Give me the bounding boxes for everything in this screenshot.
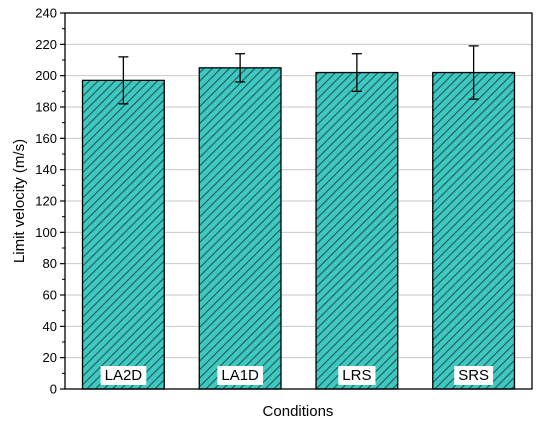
- bar-LRS: [315, 71, 399, 390]
- category-label-SRS: SRS: [454, 366, 494, 385]
- y-tick-label-40: 40: [43, 319, 57, 334]
- category-label-LRS: LRS: [338, 366, 376, 385]
- category-labels: LA2D LA1D LRS SRS: [100, 366, 494, 385]
- error-bars-group: [118, 45, 479, 105]
- y-tick-label-140: 140: [35, 162, 57, 177]
- y-tick-label-160: 160: [35, 131, 57, 146]
- y-tick-label-180: 180: [35, 100, 57, 115]
- y-tick-label-60: 60: [43, 288, 57, 303]
- category-label-LA2D: LA2D: [100, 366, 147, 385]
- x-axis-title: Conditions: [263, 403, 334, 420]
- bar-LA2D: [81, 79, 165, 390]
- y-axis-title: Limit velocity (m/s): [11, 139, 28, 263]
- y-tick-label-120: 120: [35, 194, 57, 209]
- category-label-bg-SRS: [454, 366, 494, 385]
- category-text-LA1D: LA1D: [221, 367, 259, 384]
- category-label-bg-LA1D: [217, 366, 264, 385]
- category-text-LA2D: LA2D: [105, 367, 143, 384]
- y-tick-label-100: 100: [35, 225, 57, 240]
- category-label-LA1D: LA1D: [217, 366, 264, 385]
- bar-LA1D: [198, 67, 282, 390]
- category-label-bg-LRS: [338, 366, 376, 385]
- category-label-bg-LA2D: [100, 366, 147, 385]
- bar-SRS: [432, 71, 516, 390]
- category-text-LRS: LRS: [342, 367, 371, 384]
- category-text-SRS: SRS: [458, 367, 489, 384]
- y-tick-label-80: 80: [43, 256, 57, 271]
- y-tick-label-20: 20: [43, 350, 57, 365]
- y-tick-label-0: 0: [50, 382, 57, 397]
- y-tick-label-220: 220: [35, 37, 57, 52]
- y-tick-label-240: 240: [35, 6, 57, 21]
- y-tick-label-200: 200: [35, 68, 57, 83]
- y-axis: 0 20 40 60 80 100 120 140 160 180 200 220 240: [35, 6, 65, 397]
- bars-group: [81, 67, 516, 390]
